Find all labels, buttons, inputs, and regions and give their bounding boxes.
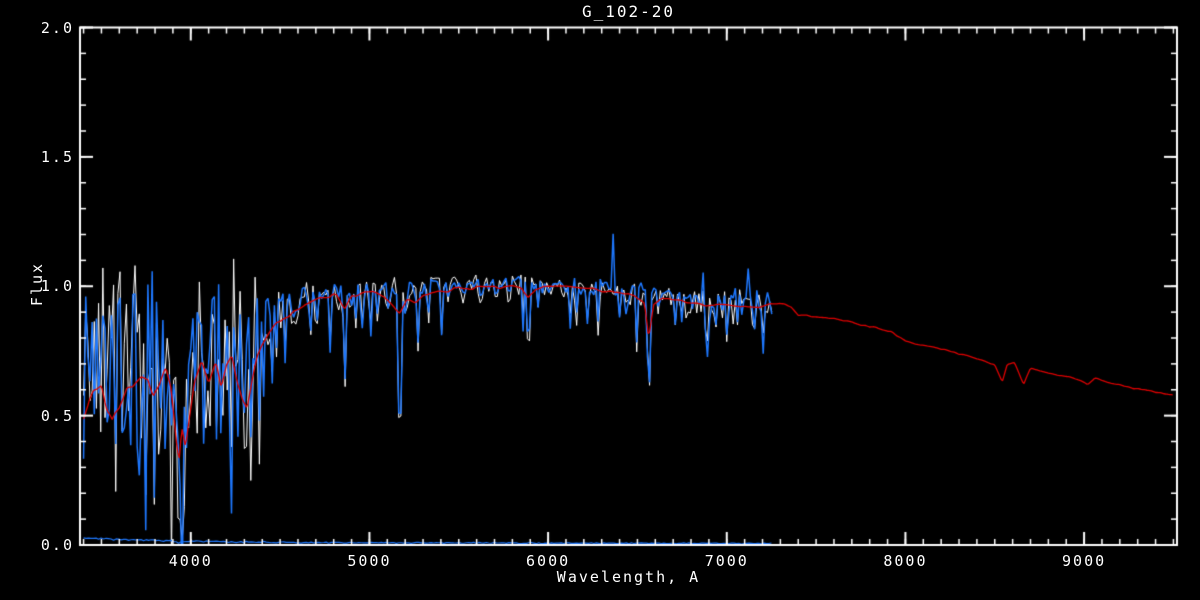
x-tick-label: 8000 [883,552,928,570]
y-tick-label: 1.0 [40,277,74,296]
x-tick-label: 4000 [168,552,213,570]
y-tick-label: 1.5 [40,147,74,166]
chart-title: G_102-20 [581,2,676,21]
x-tick-label: 9000 [1062,552,1107,570]
x-axis-label: Wavelength, A [556,568,701,586]
y-tick-label: 0.0 [40,536,74,554]
x-tick-label: 7000 [704,552,749,570]
y-tick-label: 2.0 [40,18,74,37]
x-tick-label: 6000 [526,552,571,570]
x-tick-label: 5000 [347,552,392,570]
y-tick-label: 0.5 [40,406,74,425]
